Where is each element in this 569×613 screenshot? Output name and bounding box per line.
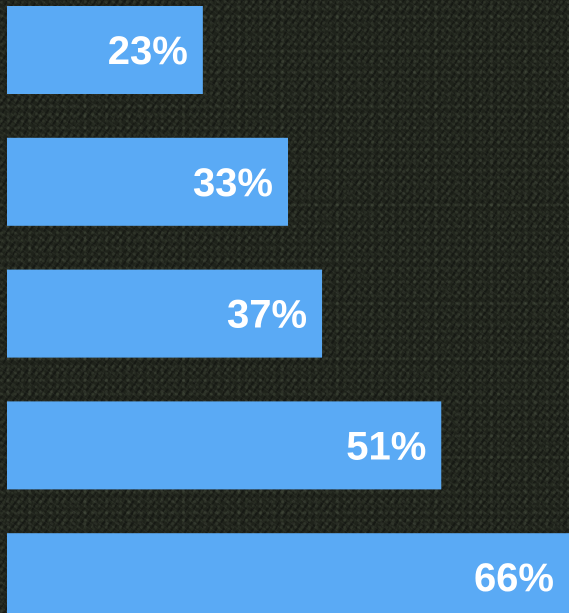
bar-value-label-5: 66%	[474, 556, 554, 600]
bar-5	[7, 533, 569, 613]
bar-2	[7, 137, 288, 226]
bar-3	[7, 269, 323, 358]
bar-value-label-1: 23%	[108, 29, 188, 73]
bar-value-label-3: 37%	[227, 293, 307, 337]
bars-group: 23% 33% 37% 51% 66%	[7, 6, 569, 613]
bar-4	[7, 401, 442, 490]
bar-value-label-4: 51%	[346, 424, 426, 468]
bar-value-label-2: 33%	[193, 161, 273, 205]
bar-1	[7, 6, 203, 94]
